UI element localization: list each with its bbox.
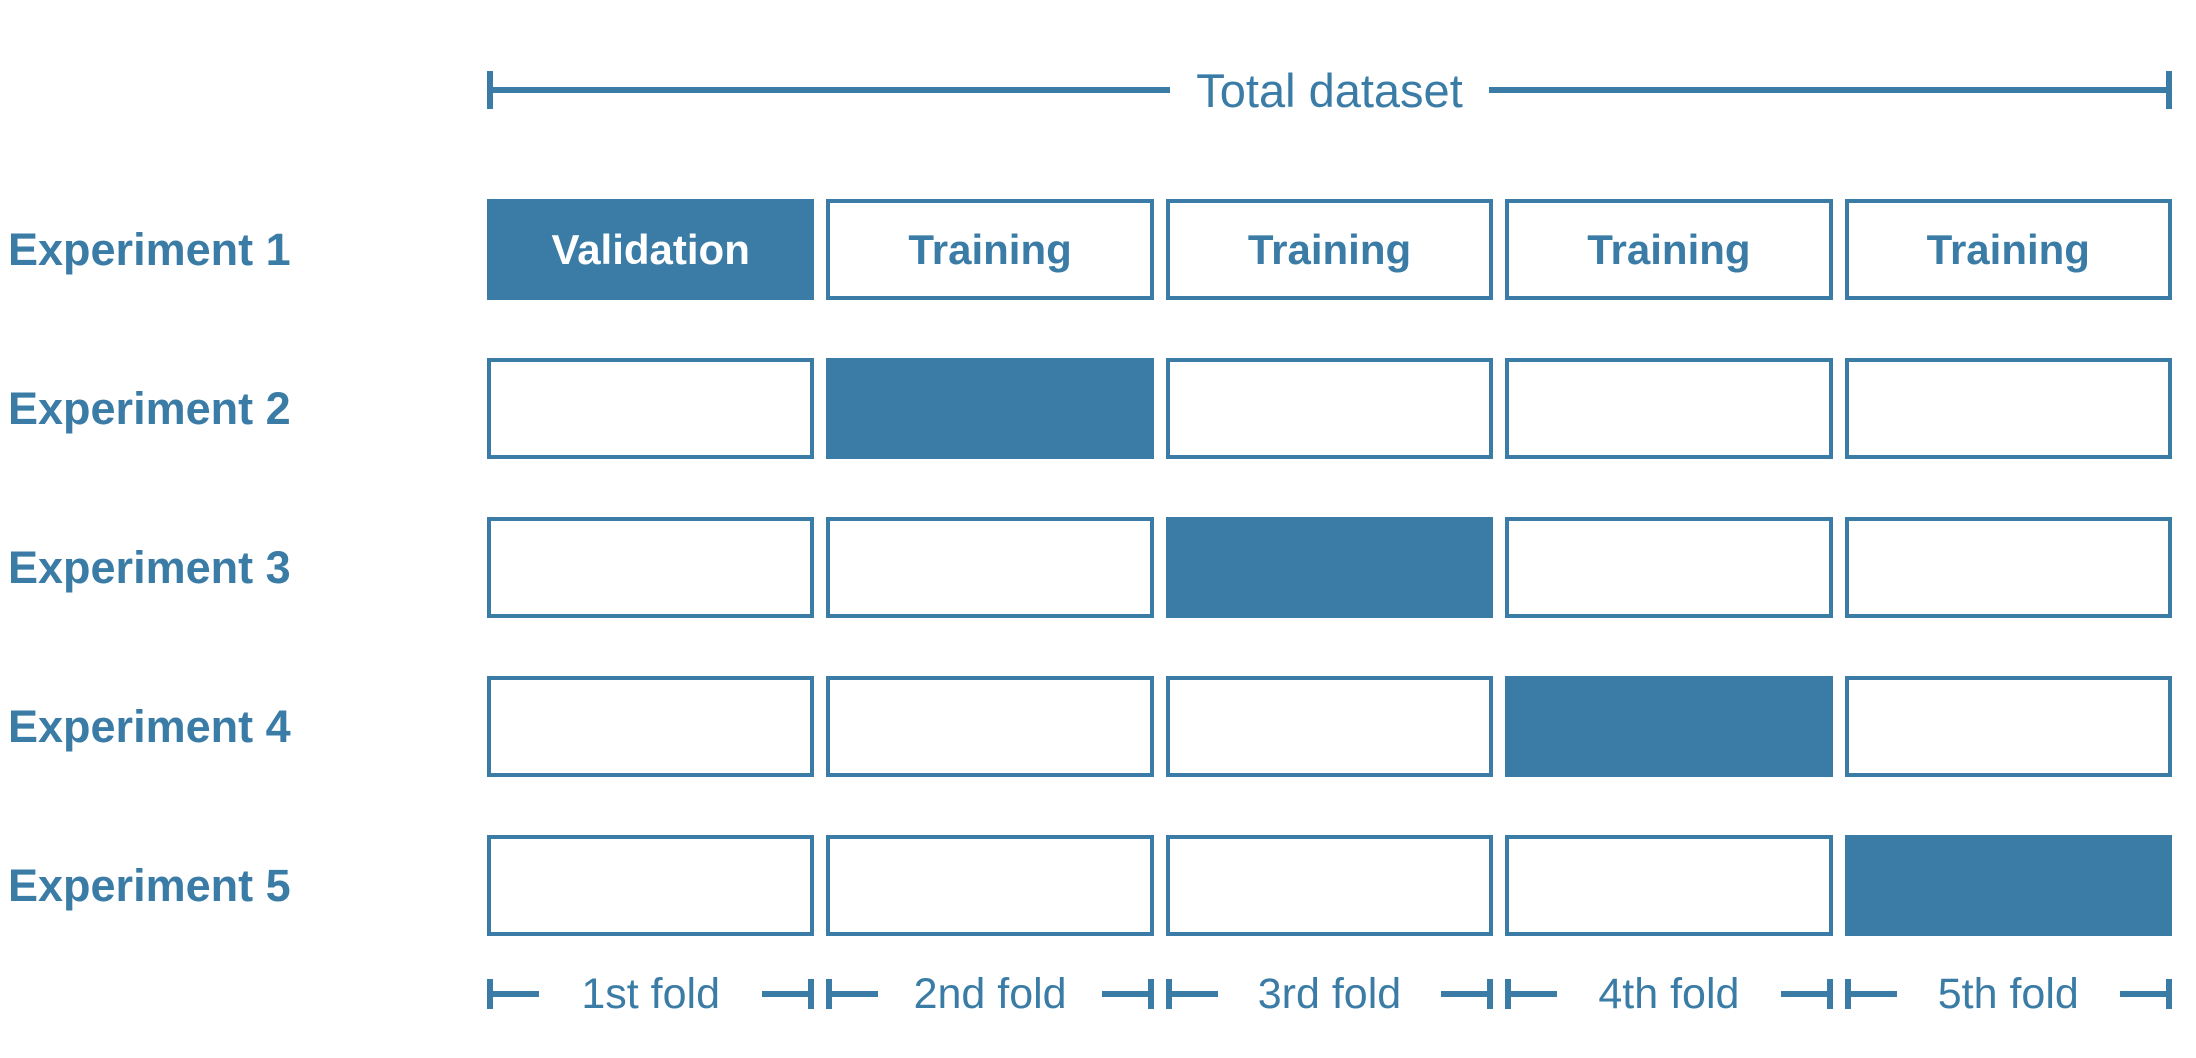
- validation-fold-cell: [826, 358, 1154, 459]
- fold-segment: 1st fold: [487, 952, 815, 1036]
- empty-fold-cell: [826, 676, 1154, 777]
- empty-fold-cell: [826, 835, 1154, 936]
- fold-cells: Validation Training Training Training Traini…: [487, 199, 2172, 300]
- training-fold-cell: Training: [826, 199, 1154, 300]
- fold-axis: 1st fold 2nd fold 3rd fold 4th fold 5th fold: [487, 952, 2172, 1036]
- range-right-line: [1488, 87, 2167, 93]
- empty-fold-cell: [487, 358, 815, 459]
- empty-fold-cell: [1165, 358, 1494, 459]
- fold-right-bracket-icon: [1441, 979, 1494, 1009]
- fold-right-bracket-icon: [1101, 979, 1154, 1009]
- experiment-row: Experiment 1 Validation Training Training Tr…: [0, 199, 2172, 300]
- range-right-tick-icon: [2166, 71, 2173, 109]
- empty-fold-cell: [1505, 835, 1833, 936]
- empty-fold-cell: [487, 517, 815, 618]
- fold-label: 3rd fold: [1257, 969, 1402, 1018]
- fold-cells: [487, 517, 2172, 618]
- validation-fold-cell: [1844, 835, 2172, 936]
- experiment-label: Experiment 3: [8, 541, 291, 593]
- empty-fold-cell: [487, 676, 815, 777]
- experiment-label: Experiment 2: [8, 382, 291, 434]
- empty-fold-cell: [1165, 676, 1494, 777]
- empty-fold-cell: [826, 517, 1154, 618]
- fold-label: 4th fold: [1598, 969, 1740, 1018]
- total-dataset-label: Total dataset: [1196, 63, 1463, 117]
- experiment-row: Experiment 5: [0, 835, 2172, 936]
- experiment-row: Experiment 2: [0, 358, 2172, 459]
- empty-fold-cell: [1844, 676, 2172, 777]
- range-left-line: [493, 87, 1171, 93]
- validation-fold-cell: Validation: [487, 199, 815, 300]
- experiment-label: Experiment 5: [8, 859, 291, 911]
- fold-segment: 2nd fold: [826, 952, 1154, 1036]
- fold-segment: 5th fold: [1844, 952, 2172, 1036]
- fold-left-bracket-icon: [1844, 979, 1897, 1009]
- fold-left-bracket-icon: [826, 979, 879, 1009]
- experiment-label: Experiment 1: [8, 223, 291, 275]
- fold-cells: [487, 358, 2172, 459]
- experiment-row: Experiment 4: [0, 676, 2172, 777]
- validation-fold-cell: [1165, 517, 1494, 618]
- experiment-label: Experiment 4: [8, 700, 291, 752]
- fold-right-bracket-icon: [762, 979, 815, 1009]
- validation-fold-cell: [1505, 676, 1833, 777]
- empty-fold-cell: [1844, 517, 2172, 618]
- empty-fold-cell: [1165, 835, 1494, 936]
- fold-left-bracket-icon: [1505, 979, 1558, 1009]
- experiment-rows: Experiment 1 Validation Training Training Tr…: [0, 199, 2172, 936]
- fold-label: 1st fold: [581, 969, 721, 1018]
- empty-fold-cell: [1844, 358, 2172, 459]
- empty-fold-cell: [487, 835, 815, 936]
- empty-fold-cell: [1505, 517, 1833, 618]
- training-fold-cell: Training: [1165, 199, 1494, 300]
- training-fold-cell: Training: [1505, 199, 1833, 300]
- fold-cells: [487, 676, 2172, 777]
- total-dataset-range-bar: Total dataset: [487, 56, 2173, 124]
- fold-label: 2nd fold: [913, 969, 1067, 1018]
- fold-left-bracket-icon: [1165, 979, 1218, 1009]
- fold-cells: [487, 835, 2172, 936]
- empty-fold-cell: [1505, 358, 1833, 459]
- fold-segment: 3rd fold: [1165, 952, 1494, 1036]
- training-fold-cell: Training: [1844, 199, 2172, 300]
- fold-right-bracket-icon: [2119, 979, 2172, 1009]
- fold-segment: 4th fold: [1505, 952, 1833, 1036]
- experiment-row: Experiment 3: [0, 517, 2172, 618]
- fold-left-bracket-icon: [487, 979, 539, 1009]
- fold-right-bracket-icon: [1780, 979, 1833, 1009]
- range-left-tick-icon: [487, 71, 493, 109]
- fold-label: 5th fold: [1937, 969, 2079, 1018]
